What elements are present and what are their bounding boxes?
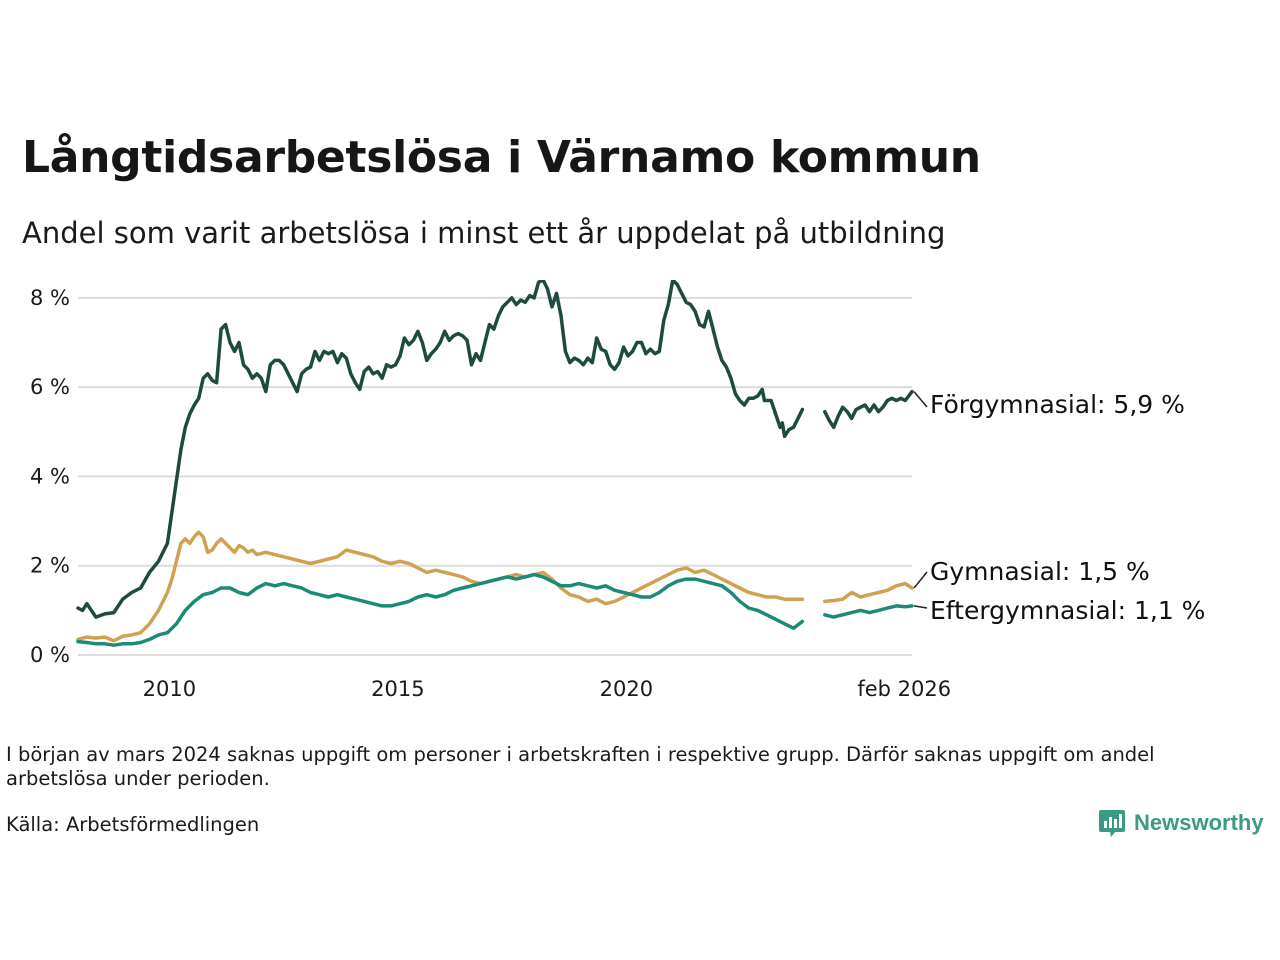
series-label-eftergymnasial: Eftergymnasial: 1,1 % (930, 596, 1205, 625)
y-tick-label: 8 % (30, 286, 70, 310)
brand-logo[interactable]: Newsworthy (1098, 808, 1264, 838)
x-tick-label: 2020 (600, 677, 653, 701)
y-tick-label: 4 % (30, 464, 70, 488)
y-tick-label: 0 % (30, 643, 70, 667)
chart-subtitle: Andel som varit arbetslösa i minst ett å… (22, 216, 946, 250)
grid-layer (78, 296, 912, 656)
series-label-förgymnasial: Förgymnasial: 5,9 % (930, 390, 1185, 419)
axis-layer: 0 % 2 % 4 % 6 % 8 % 2010 2015 2020 feb 2026 (30, 286, 951, 701)
y-tick-label: 6 % (30, 375, 70, 399)
series-line-eftergymnasial (76, 572, 914, 647)
x-tick-label: feb 2026 (857, 677, 951, 701)
line-chart: 0 % 2 % 4 % 6 % 8 % 2010 2015 2020 feb 2026 Förg… (30, 280, 1205, 701)
x-tick-label: 2015 (371, 677, 424, 701)
series-line-förgymnasial (76, 280, 914, 619)
label-leader (913, 391, 928, 408)
brand-name: Newsworthy (1134, 810, 1264, 835)
series-line-gymnasial (76, 530, 914, 643)
label-leader (913, 605, 928, 609)
series-label-gymnasial: Gymnasial: 1,5 % (930, 557, 1150, 586)
y-tick-label: 2 % (30, 554, 70, 578)
newsworthy-logo-icon (1099, 810, 1125, 837)
series-layer (76, 280, 914, 647)
source-text: Källa: Arbetsförmedlingen (6, 813, 260, 836)
label-leader (913, 571, 928, 589)
footnote: I början av mars 2024 saknas uppgift om … (6, 743, 1155, 790)
x-tick-label: 2010 (143, 677, 196, 701)
chart-title: Långtidsarbetslösa i Värnamo kommun (22, 132, 981, 183)
label-layer: Förgymnasial: 5,9 % Gymnasial: 1,5 % Efter… (913, 390, 1205, 625)
